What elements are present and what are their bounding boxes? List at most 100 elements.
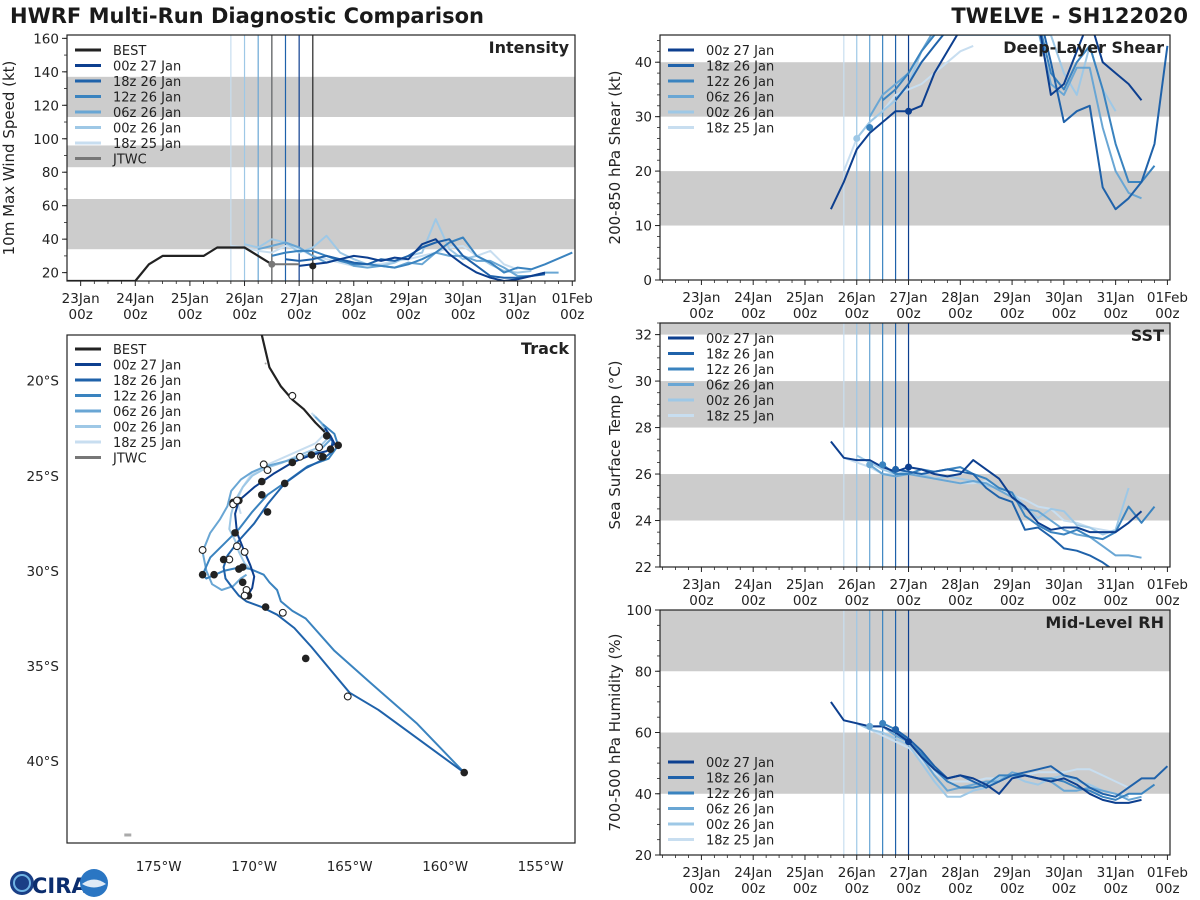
y-tick-label: 20: [42, 266, 59, 282]
series-line-12z-26-jan: [881, 35, 1156, 183]
y-tick-label: 100: [626, 603, 652, 619]
x-tick-label-date: 24Jan: [734, 865, 772, 881]
series-line-18z-26-jan: [895, 728, 1169, 798]
series-line-best: [67, 246, 273, 281]
y-tick-label: 140: [33, 65, 59, 81]
x-tick-label-date: 29Jan: [389, 291, 427, 307]
track-position-open-dot: [240, 591, 249, 600]
lon-tick-label: 175°W: [136, 859, 182, 875]
x-tick-label-hour: 00z: [506, 307, 530, 323]
legend-label-00z-27-jan: 00z 27 Jan: [706, 756, 774, 771]
series-marker-best: [309, 262, 317, 270]
x-tick-label-hour: 00z: [793, 593, 817, 609]
x-tick-label-date: 27Jan: [890, 290, 928, 306]
x-tick-label-hour: 00z: [1052, 881, 1076, 897]
legend-label-jtwc: JTWC: [112, 452, 147, 467]
track-position-open-dot: [278, 608, 287, 617]
series-marker-18z-26-jan: [892, 465, 900, 473]
panel-title: Deep-Layer Shear: [1003, 38, 1164, 57]
track-position-dot: [257, 477, 266, 486]
y-tick-label: 40: [635, 787, 652, 803]
legend-label-best: BEST: [113, 44, 146, 59]
series-marker-00z-26-jan: [853, 134, 861, 142]
series-marker-00z-27-jan: [905, 107, 913, 115]
cira-logo-ring-icon: [13, 874, 31, 892]
series-marker-18z-26-jan: [892, 725, 900, 733]
cira-logo: CIRA: [10, 869, 108, 898]
x-tick-label-date: 28Jan: [335, 291, 373, 307]
x-tick-label-hour: 00z: [1000, 593, 1024, 609]
lat-tick-label: 20°S: [27, 374, 60, 390]
x-tick-label-date: 31Jan: [499, 291, 537, 307]
x-tick-label-hour: 00z: [896, 593, 920, 609]
legend-label-00z-26-jan: 00z 26 Jan: [113, 421, 181, 436]
x-tick-label-date: 28Jan: [941, 865, 979, 881]
track-line-06z-26-jan: [201, 416, 332, 591]
x-tick-label-hour: 00z: [1104, 306, 1128, 322]
y-tick-label: 60: [635, 726, 652, 742]
y-axis-label: Sea Surface Temp (°C): [606, 360, 624, 529]
x-tick-label-date: 25Jan: [786, 290, 824, 306]
x-tick-label-hour: 00z: [123, 307, 147, 323]
track-panel: 175°W 170°W 165°W 160°W 155°W 20°S 25°S 30°S 35°…: [27, 334, 576, 875]
series-marker-06z-26-jan: [866, 722, 874, 730]
series-line-12z-26-jan: [882, 722, 1156, 801]
track-position-dot: [280, 479, 289, 488]
y-tick-label: 120: [33, 98, 59, 114]
y-tick-label: 30: [635, 374, 652, 390]
legend-label-best: BEST: [113, 343, 146, 358]
x-tick-label-hour: 00z: [896, 306, 920, 322]
x-tick-label-date: 24Jan: [734, 290, 772, 306]
y-tick-label: 10: [635, 219, 652, 235]
track-position-open-dot: [263, 466, 272, 475]
x-tick-label-hour: 00z: [1052, 306, 1076, 322]
track-position-dot: [257, 491, 266, 499]
lat-tick-label: 35°S: [27, 659, 60, 675]
series-marker-12z-26-jan: [866, 124, 874, 132]
track-position-dot: [319, 452, 327, 461]
shaded-band: [660, 323, 1170, 335]
track-position-open-dot: [233, 496, 241, 505]
track-position-dot: [322, 432, 331, 440]
track-position-dot: [235, 565, 243, 573]
y-axis-label: 10m Max Wind Speed (kt): [0, 61, 18, 256]
figure-title: HWRF Multi-Run Diagnostic Comparison: [10, 4, 485, 28]
track-position-open-dot: [259, 460, 268, 469]
y-axis-label: 700-500 hPa Humidity (%): [606, 633, 624, 831]
x-tick-label-hour: 00z: [948, 593, 972, 609]
x-tick-label-date: 01Feb: [1147, 290, 1188, 306]
x-tick-label-date: 23Jan: [682, 577, 720, 593]
sst-panel: 22242628303223Jan00z24Jan00z25Jan00z26Ja…: [606, 322, 1188, 609]
track-position-open-dot: [233, 542, 241, 551]
panel-title: SST: [1131, 326, 1164, 345]
y-axis-label: 200-850 hPa Shear (kt): [606, 71, 624, 245]
legend-label-18z-25-jan: 18z 25 Jan: [113, 137, 181, 152]
y-tick-label: 80: [635, 664, 652, 680]
legend-label-12z-26-jan: 12z 26 Jan: [706, 75, 774, 90]
x-tick-label-hour: 00z: [741, 593, 765, 609]
series-line-18z-25-jan: [843, 719, 1130, 789]
track-position-dot: [460, 768, 469, 777]
lat-tick-label: 30°S: [27, 564, 60, 580]
x-tick-label-hour: 00z: [1155, 306, 1179, 322]
track-position-dot: [326, 445, 335, 453]
x-tick-label-hour: 00z: [232, 307, 256, 323]
lon-tick-label: 170°W: [231, 859, 277, 875]
series-marker-12z-26-jan: [879, 719, 887, 727]
x-tick-label-hour: 00z: [1104, 593, 1128, 609]
y-tick-label: 20: [635, 164, 652, 180]
x-tick-label-hour: 00z: [689, 593, 713, 609]
legend-label-06z-26-jan: 06z 26 Jan: [706, 379, 774, 394]
series-marker-00z-27-jan: [905, 463, 913, 471]
x-tick-label-date: 30Jan: [1045, 865, 1083, 881]
series-marker-00z-27-jan: [905, 738, 913, 746]
x-tick-label-hour: 00z: [741, 306, 765, 322]
x-tick-label-date: 28Jan: [941, 290, 979, 306]
x-tick-label-hour: 00z: [948, 306, 972, 322]
x-tick-label-hour: 00z: [560, 307, 584, 323]
lon-tick-label: 155°W: [518, 859, 564, 875]
legend-label-06z-26-jan: 06z 26 Jan: [113, 405, 181, 420]
track-position-dot: [219, 555, 228, 564]
